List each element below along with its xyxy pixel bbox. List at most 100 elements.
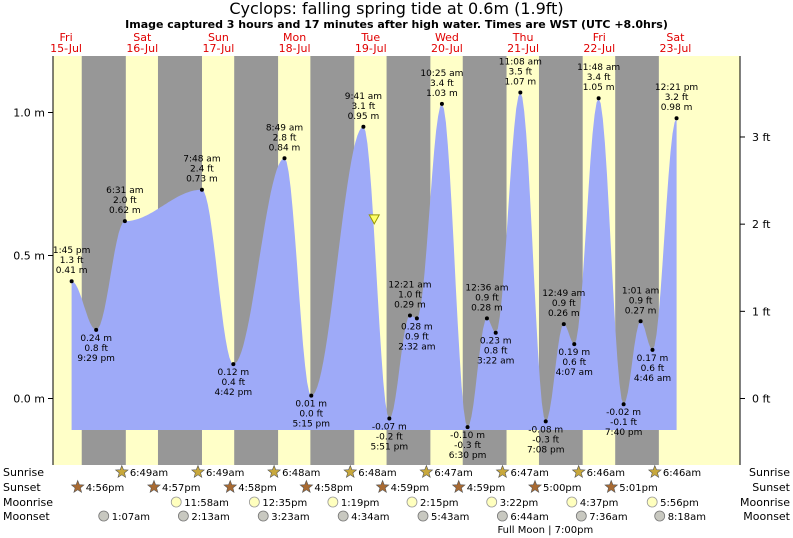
sunrise-time: 6:48am	[358, 468, 396, 479]
extreme-label: 8:49 am	[266, 123, 303, 133]
day-date: 19-Jul	[355, 42, 387, 55]
sunrise-time: 6:46am	[663, 468, 701, 479]
extreme-label: 1.0 ft	[398, 291, 422, 301]
full-moon-label: Full Moon | 7:00pm	[497, 525, 593, 536]
extreme-point	[231, 362, 236, 367]
extreme-label: 5:51 pm	[371, 443, 409, 453]
y-tick-label-m: 0.0 m	[13, 393, 45, 406]
moonset-time: 7:36am	[589, 512, 627, 523]
day-name: Wed	[435, 31, 459, 44]
extreme-label: 0.19 m	[558, 348, 590, 358]
extreme-label: 4:07 am	[556, 368, 593, 378]
extreme-label: 12:49 am	[542, 289, 585, 299]
row-label-left: Sunset	[3, 481, 41, 494]
extreme-label: -0.2 ft	[376, 433, 403, 443]
extreme-label: 0.9 ft	[629, 296, 653, 306]
sunrise-icon	[114, 464, 129, 478]
extreme-label: 1:01 am	[622, 286, 659, 296]
moonset-icon	[496, 510, 508, 522]
row-label-right: Sunrise	[749, 466, 790, 479]
moonrise-time: 4:37pm	[580, 498, 619, 509]
moonrise-time: 2:15pm	[420, 498, 459, 509]
extreme-point	[493, 330, 498, 335]
sunrise-time: 6:48am	[282, 468, 320, 479]
extreme-point	[543, 419, 548, 424]
extreme-label: 0.84 m	[269, 143, 301, 153]
extreme-label: 0.98 m	[661, 103, 693, 113]
extreme-label: 0.9 ft	[552, 299, 576, 309]
extreme-point	[94, 327, 99, 332]
tide-curve	[71, 92, 677, 430]
extreme-label: 4:42 pm	[215, 388, 253, 398]
day-date: 23-Jul	[660, 42, 692, 55]
row-label-right: Moonset	[743, 510, 790, 523]
y-tick-label-ft: 2 ft	[752, 218, 771, 231]
extreme-label: 0.6 ft	[641, 364, 665, 374]
day-name: Thu	[512, 31, 534, 44]
extreme-label: 1.07 m	[505, 77, 537, 87]
moonset-icon	[575, 510, 587, 522]
extreme-point	[122, 219, 127, 224]
chart-title: Cyclops: falling spring tide at 0.6m (1.…	[229, 0, 564, 18]
extreme-label: 7:48 am	[183, 155, 220, 165]
row-label-left: Sunrise	[3, 466, 44, 479]
extreme-label: -0.3 ft	[532, 435, 559, 445]
day-date: 21-Jul	[507, 42, 539, 55]
extreme-label: 1.03 m	[426, 89, 458, 99]
extreme-label: -0.1 ft	[610, 418, 637, 428]
moonrise-icon	[486, 496, 498, 508]
extreme-label: 0.01 m	[295, 400, 327, 410]
y-tick-label-ft: 3 ft	[752, 131, 771, 144]
extreme-label: 2.0 ft	[113, 196, 137, 206]
moonset-icon	[177, 510, 189, 522]
extreme-label: 9:41 am	[345, 92, 382, 102]
row-label-right: Moonrise	[740, 496, 790, 509]
sunset-time: 4:56pm	[86, 483, 125, 494]
extreme-label: 2.8 ft	[273, 133, 297, 143]
moonset-time: 6:44am	[510, 512, 548, 523]
day-name: Sun	[208, 31, 229, 44]
extreme-label: 0.6 ft	[562, 358, 586, 368]
extreme-label: 11:48 am	[577, 63, 620, 73]
extreme-label: 12:36 am	[465, 283, 508, 293]
sunset-time: 4:59pm	[467, 483, 506, 494]
sunrise-icon	[647, 464, 662, 478]
extreme-label: -0.08 m	[528, 425, 563, 435]
moonrise-icon	[248, 496, 260, 508]
extreme-label: 0.17 m	[637, 354, 669, 364]
extreme-label: 5:15 pm	[292, 420, 330, 430]
extreme-point	[621, 402, 626, 407]
moonrise-icon	[646, 496, 658, 508]
extreme-point	[387, 416, 392, 421]
extreme-label: 0.23 m	[480, 337, 512, 347]
day-name: Mon	[283, 31, 306, 44]
extreme-point	[361, 124, 366, 129]
day-date: 16-Jul	[126, 42, 158, 55]
day-date: 22-Jul	[583, 42, 615, 55]
extreme-label: 3:22 am	[477, 357, 514, 367]
extreme-label: 0.24 m	[80, 334, 112, 344]
moonrise-icon	[170, 496, 182, 508]
extreme-point	[199, 187, 204, 192]
extreme-label: 2:32 am	[398, 342, 435, 352]
y-tick-label-ft: 1 ft	[752, 305, 771, 318]
sunset-icon	[375, 479, 390, 493]
moonrise-time: 12:35pm	[262, 498, 307, 509]
tide-extremes: 1:45 pm1.3 ft0.41 m0.24 m0.8 ft9:29 pm6:…	[53, 57, 698, 461]
moonrise-time: 1:19pm	[341, 498, 380, 509]
extreme-label: 1.05 m	[583, 83, 615, 93]
sunset-icon	[70, 479, 85, 493]
extreme-point	[465, 425, 470, 430]
extreme-label: 0.9 ft	[475, 293, 499, 303]
extreme-label: 0.95 m	[348, 112, 380, 122]
extreme-label: 0.28 m	[401, 322, 433, 332]
extreme-label: 3.1 ft	[352, 102, 376, 112]
day-name: Sat	[133, 31, 152, 44]
extreme-label: 3.5 ft	[508, 67, 532, 77]
moonset-time: 3:23am	[271, 512, 309, 523]
sunset-time: 4:57pm	[162, 483, 201, 494]
chart-subtitle: Image captured 3 hours and 17 minutes af…	[125, 18, 668, 31]
sunset-time: 5:00pm	[543, 483, 582, 494]
extreme-label: 3.4 ft	[430, 79, 454, 89]
moonset-icon	[257, 510, 269, 522]
